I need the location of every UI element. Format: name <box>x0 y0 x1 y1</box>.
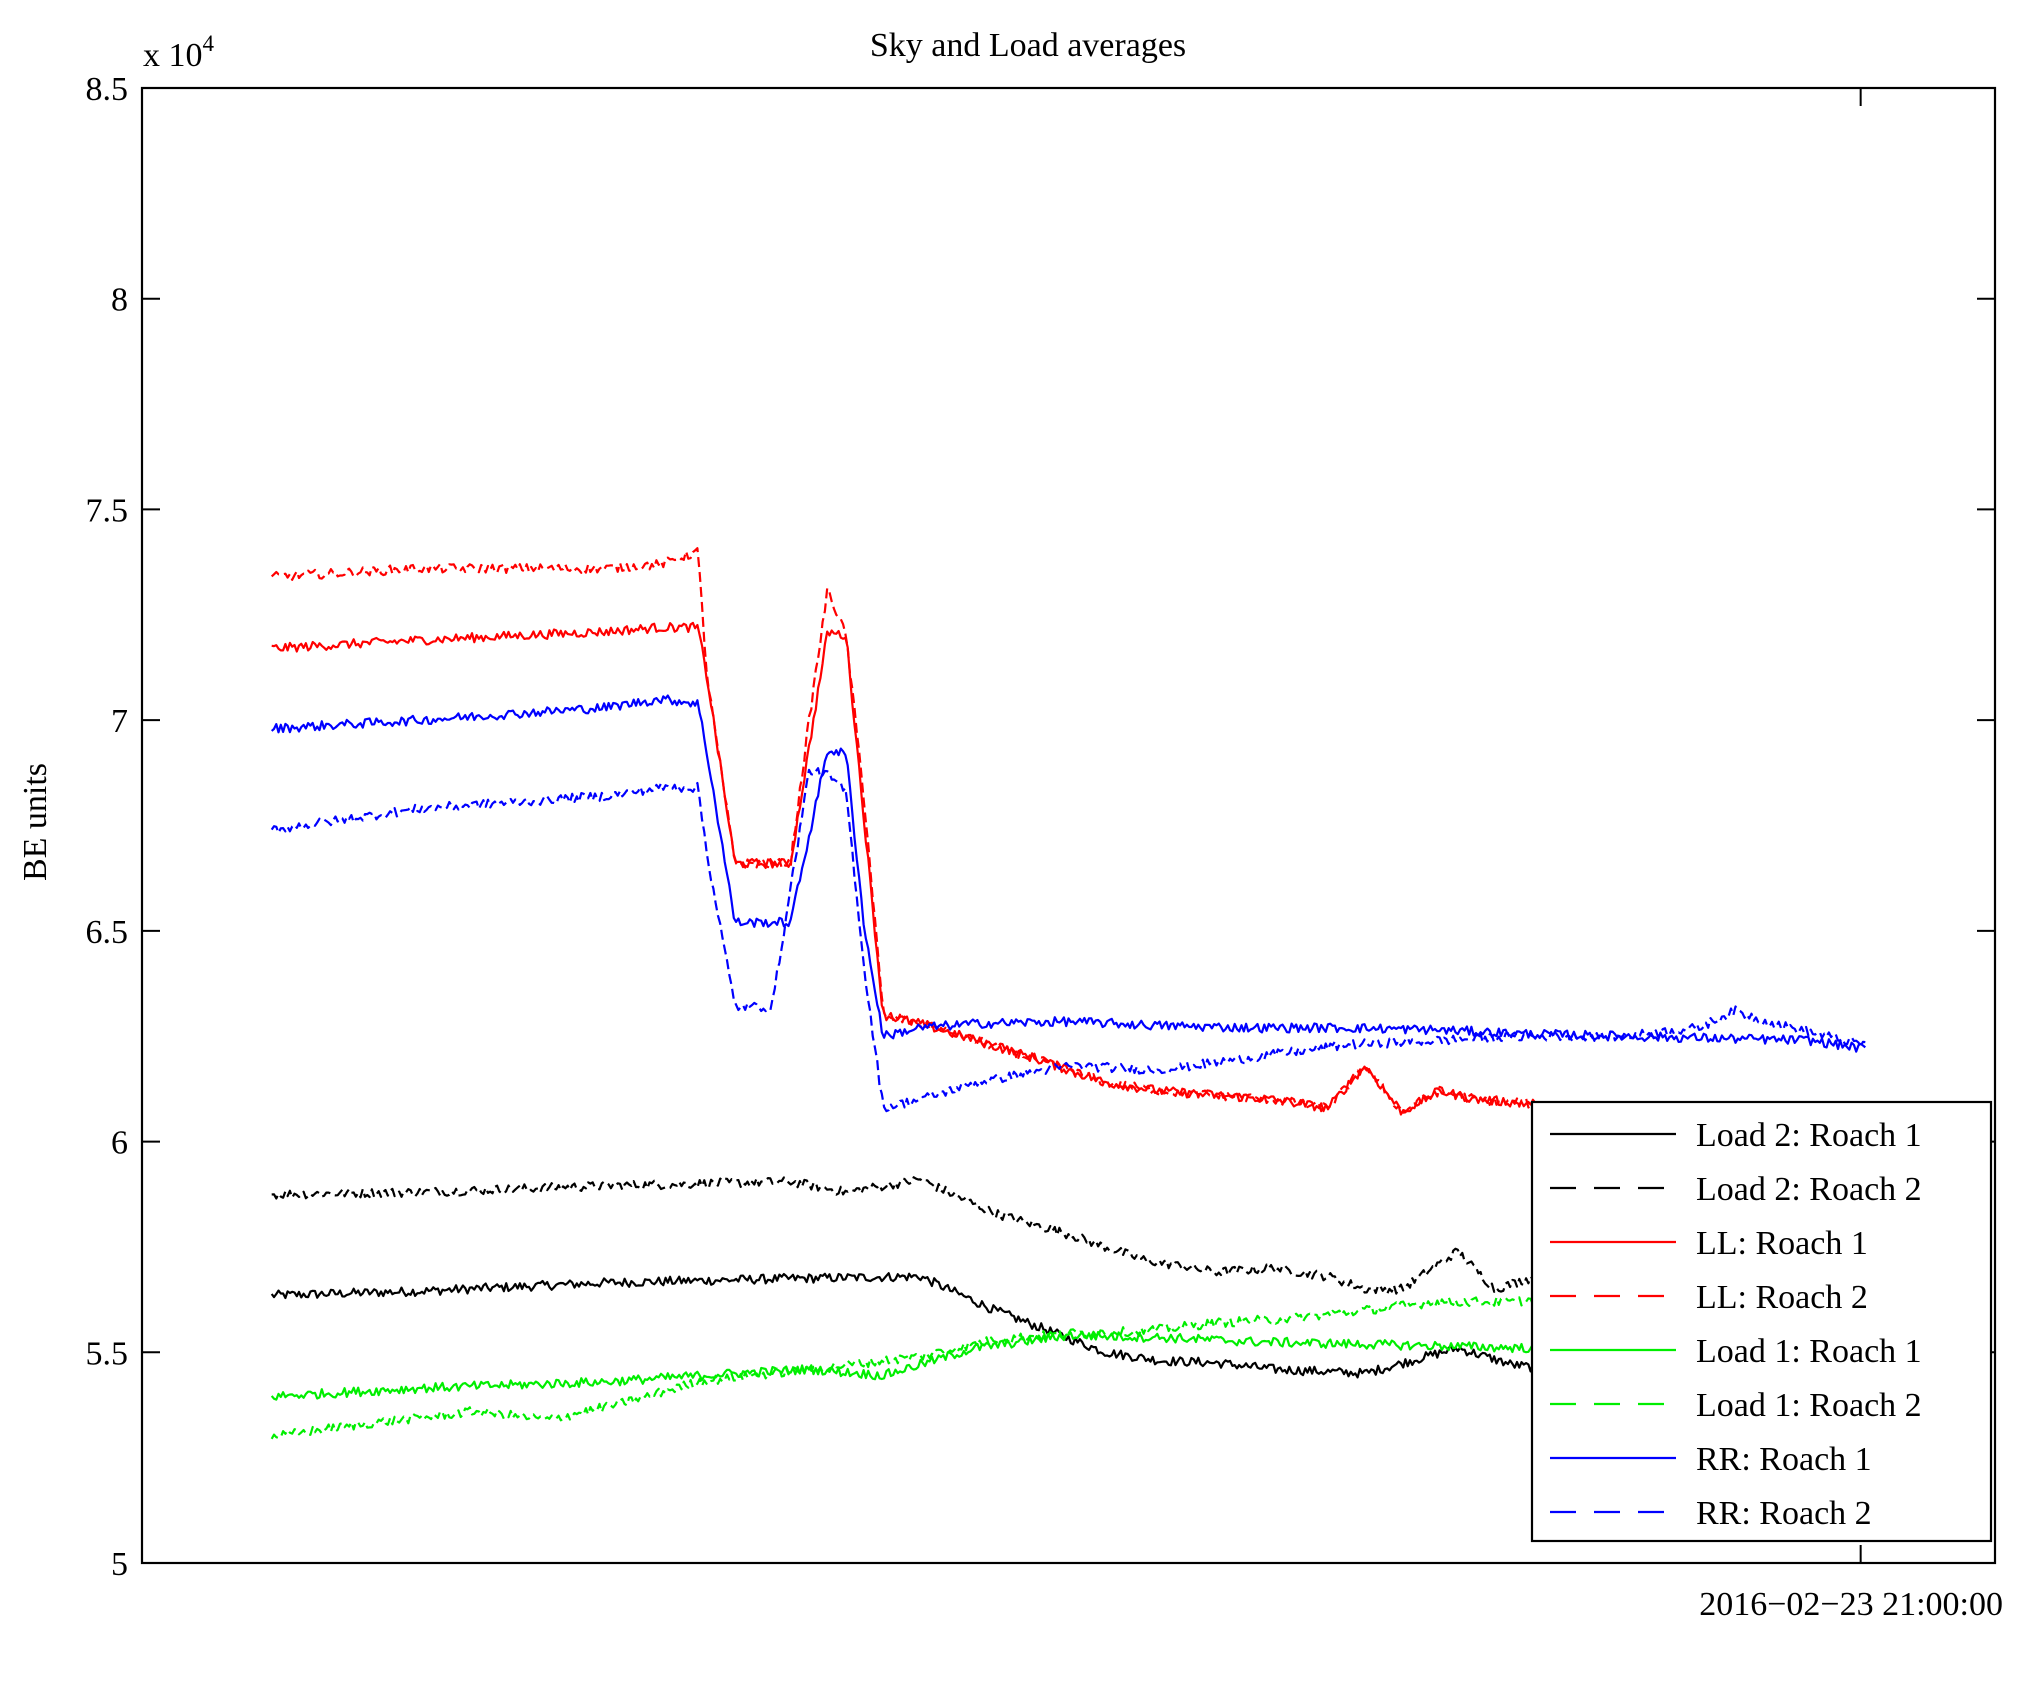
y-axis-ticks: 5 5.5 6 6.5 7 7.5 8 8.5 <box>86 71 1995 1583</box>
y-tick-label: 7.5 <box>86 492 129 529</box>
legend-label: LL: Roach 2 <box>1696 1279 1868 1316</box>
y-multiplier: x 104 <box>143 31 215 74</box>
legend: Load 2: Roach 1 Load 2: Roach 2 LL: Roach … <box>1530 1100 1993 1543</box>
y-tick-label: 5.5 <box>86 1335 129 1372</box>
plot-frame <box>140 86 1997 1565</box>
legend-label: Load 1: Roach 2 <box>1696 1387 1922 1424</box>
legend-box <box>1530 1100 1993 1543</box>
legend-label: Load 1: Roach 1 <box>1696 1333 1922 1370</box>
legend-items: Load 2: Roach 1 Load 2: Roach 2 LL: Roach … <box>1550 1117 1922 1532</box>
y-tick-label: 7 <box>111 703 128 740</box>
y-multiplier-exponent: 4 <box>203 31 215 56</box>
legend-label: Load 2: Roach 1 <box>1696 1117 1922 1154</box>
chart-title: Sky and Load averages <box>870 27 1186 64</box>
y-tick-label: 6.5 <box>86 914 129 951</box>
y-multiplier-base: x 10 <box>143 37 203 74</box>
y-tick-label: 6 <box>111 1125 128 1162</box>
y-axis-label: BE units <box>17 763 54 881</box>
legend-label: RR: Roach 2 <box>1696 1495 1872 1532</box>
series-line-7 <box>270 767 1866 1113</box>
legend-label: Load 2: Roach 2 <box>1696 1171 1922 1208</box>
x-axis-ticks: 2016−02−23 21:00:00 <box>1699 88 2003 1623</box>
legend-label: LL: Roach 1 <box>1696 1225 1868 1262</box>
x-tick-label: 2016−02−23 21:00:00 <box>1699 1586 2003 1623</box>
legend-label: RR: Roach 1 <box>1696 1441 1872 1478</box>
y-tick-label: 8 <box>111 282 128 319</box>
y-tick-label: 5 <box>111 1546 128 1583</box>
y-tick-label: 8.5 <box>86 71 129 108</box>
